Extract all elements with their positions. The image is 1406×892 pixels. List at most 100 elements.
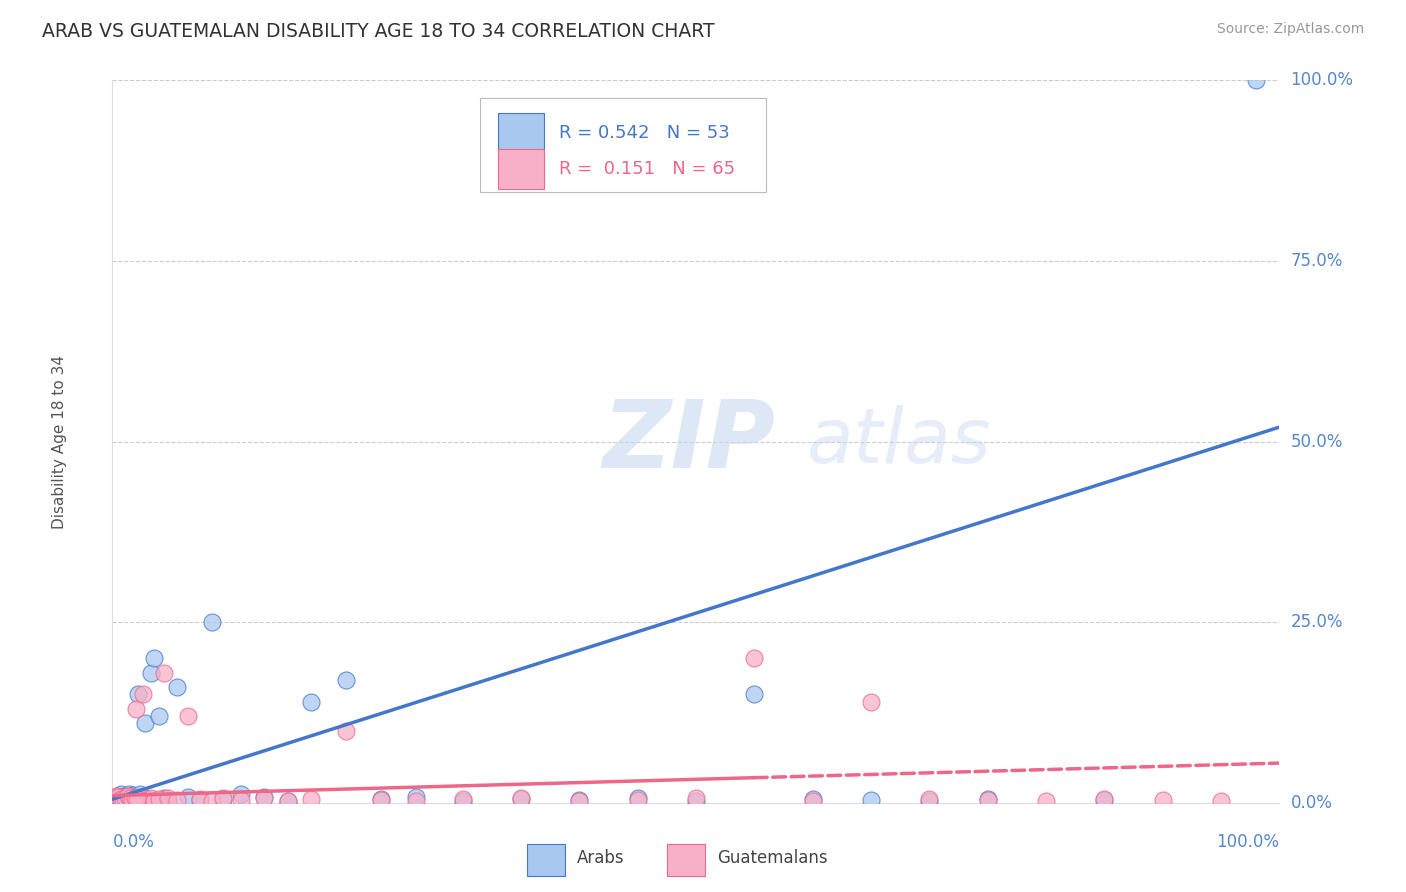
Point [148, 792, 170, 806]
Point [276, 794, 298, 808]
Point [1035, 794, 1057, 808]
Point [744, 687, 766, 701]
Text: 25.0%: 25.0% [1291, 613, 1343, 632]
Point [509, 792, 531, 806]
Text: 75.0%: 75.0% [1291, 252, 1343, 270]
Point [685, 790, 707, 805]
Point [153, 665, 176, 680]
Point [201, 615, 224, 630]
FancyBboxPatch shape [498, 112, 544, 153]
Point [124, 790, 146, 805]
Point [110, 787, 132, 801]
Point [107, 790, 129, 805]
Point [212, 791, 235, 805]
Point [125, 794, 148, 808]
Point [134, 716, 156, 731]
Point [104, 792, 127, 806]
Point [125, 702, 148, 716]
Point [132, 687, 155, 701]
Point [299, 695, 322, 709]
Point [129, 793, 152, 807]
Point [143, 651, 166, 665]
Point [124, 791, 146, 805]
Point [568, 794, 591, 808]
Point [120, 789, 142, 804]
FancyBboxPatch shape [666, 844, 706, 877]
Point [105, 794, 128, 808]
Point [568, 793, 591, 807]
Point [134, 790, 156, 805]
Point [104, 789, 127, 803]
Point [335, 723, 357, 738]
FancyBboxPatch shape [498, 149, 544, 189]
Point [111, 790, 134, 805]
Point [125, 792, 148, 806]
Point [276, 794, 298, 808]
Point [139, 665, 162, 680]
Point [1094, 792, 1116, 806]
Point [212, 792, 235, 806]
Point [976, 793, 998, 807]
Point [860, 695, 883, 709]
Point [253, 790, 276, 805]
Point [201, 794, 224, 808]
Point [918, 792, 941, 806]
Point [627, 793, 650, 807]
Text: 0.0%: 0.0% [112, 833, 155, 851]
Point [136, 792, 159, 806]
Point [1209, 794, 1232, 808]
Point [104, 790, 127, 805]
Text: 0.0%: 0.0% [1291, 794, 1333, 812]
Point [299, 792, 322, 806]
Point [451, 792, 474, 806]
Text: 100.0%: 100.0% [1291, 71, 1354, 89]
Point [111, 792, 134, 806]
Point [104, 794, 127, 808]
Point [121, 793, 143, 807]
Point [744, 651, 766, 665]
Point [115, 793, 138, 807]
Point [112, 789, 135, 804]
Text: R =  0.151   N = 65: R = 0.151 N = 65 [560, 161, 735, 178]
Text: R = 0.542   N = 53: R = 0.542 N = 53 [560, 124, 730, 142]
Point [122, 790, 145, 805]
Text: Disability Age 18 to 34: Disability Age 18 to 34 [52, 354, 67, 529]
Point [153, 791, 176, 805]
Point [112, 794, 135, 808]
Point [370, 792, 392, 806]
Point [118, 790, 141, 805]
Point [111, 793, 134, 807]
Point [118, 787, 141, 801]
Point [335, 673, 357, 687]
Point [229, 793, 252, 807]
Point [157, 794, 180, 808]
Point [136, 793, 159, 807]
Point [117, 791, 139, 805]
Text: 50.0%: 50.0% [1291, 433, 1343, 450]
Point [114, 792, 136, 806]
Point [229, 787, 252, 801]
Point [108, 791, 131, 805]
Text: Guatemalans: Guatemalans [717, 849, 828, 867]
Point [120, 792, 142, 806]
Point [122, 788, 145, 802]
Point [127, 687, 149, 701]
FancyBboxPatch shape [479, 98, 766, 193]
Point [118, 794, 141, 808]
Point [111, 794, 134, 808]
Point [976, 792, 998, 806]
Point [143, 794, 166, 808]
Point [124, 794, 146, 808]
Point [127, 792, 149, 806]
Point [139, 791, 162, 805]
Point [627, 791, 650, 805]
Point [166, 793, 188, 807]
FancyBboxPatch shape [527, 844, 565, 877]
Point [118, 790, 141, 805]
Point [110, 792, 132, 806]
Point [117, 789, 139, 804]
Point [107, 794, 129, 808]
Text: Arabs: Arabs [576, 849, 624, 867]
Point [1094, 793, 1116, 807]
Point [405, 790, 427, 805]
